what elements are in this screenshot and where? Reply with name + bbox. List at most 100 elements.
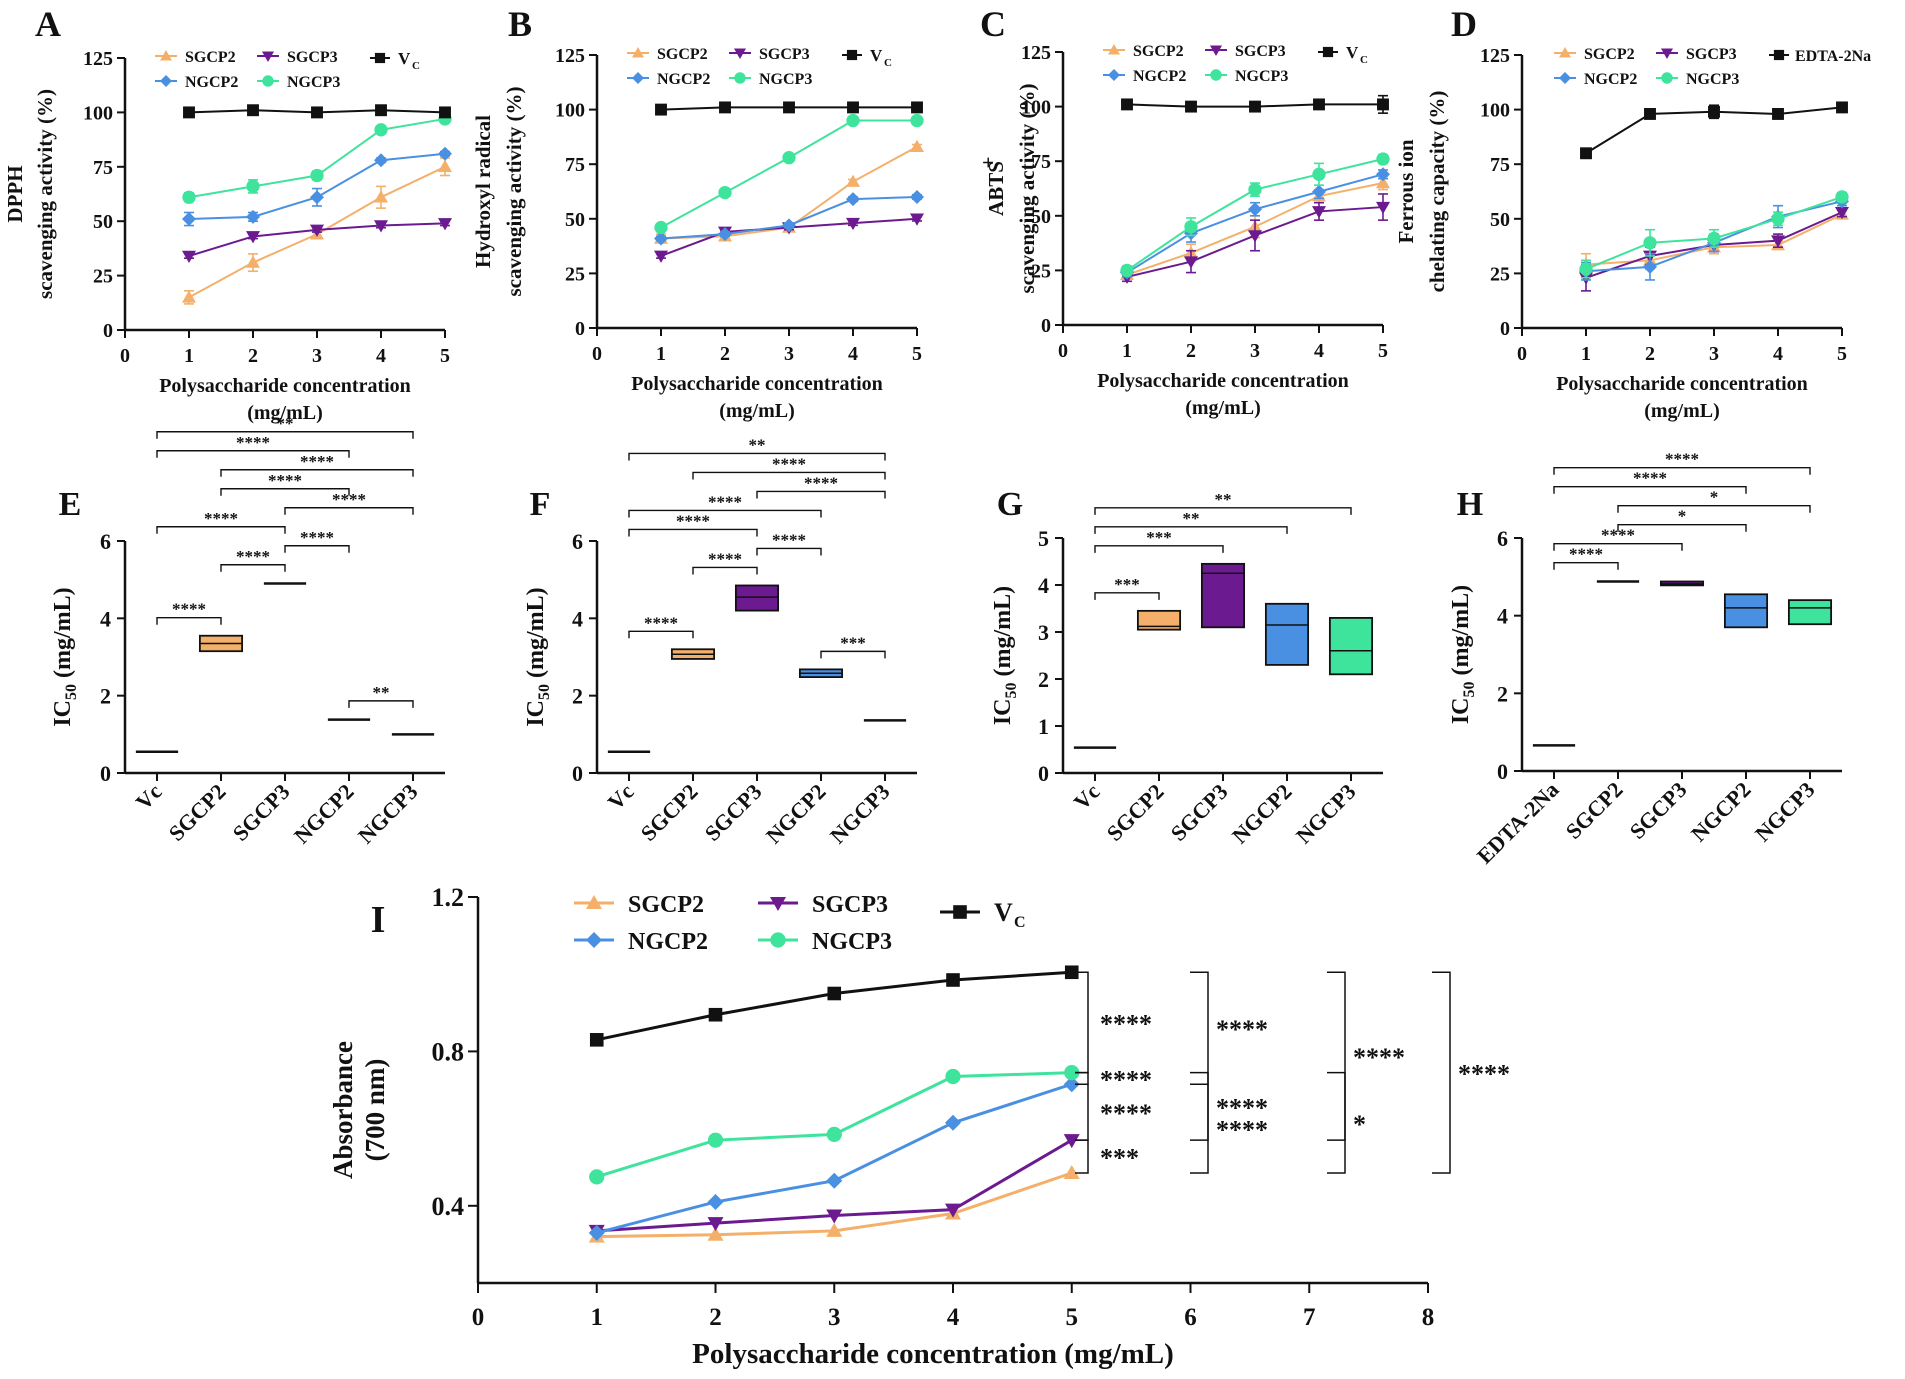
significance-label: **: [373, 683, 390, 702]
y-tick-label: 0: [575, 318, 585, 340]
category-label: SGCP2: [636, 779, 703, 846]
series-Vc: [1121, 94, 1389, 114]
series-NGCP3: [589, 1065, 1080, 1185]
panel-H: H 0 2 4 6 IC50 (mg/mL) EDTA-2NaSGCP2SGCP3NGCP2…: [1448, 450, 1842, 869]
y-tick-label: 100: [83, 102, 113, 124]
legend-label: SGCP2: [1584, 46, 1635, 63]
data-point: [310, 168, 324, 183]
y-tick-label: 2: [100, 684, 111, 709]
legend-label: NGCP3: [287, 74, 340, 91]
y-axis-label: Ferrous ion: [1394, 139, 1418, 243]
category-label: EDTA-2Na: [1472, 777, 1564, 869]
significance-label: ****: [172, 600, 206, 619]
significance-bracket: **: [156, 414, 414, 439]
y-tick-label: 100: [1480, 100, 1510, 122]
data-point: [1248, 230, 1262, 243]
data-point: [1063, 1134, 1080, 1149]
data-point: [182, 250, 196, 264]
box-NGCP3: [1787, 599, 1833, 626]
significance-bracket: **: [628, 435, 886, 461]
y-tick-label: 0.8: [432, 1037, 465, 1066]
y-axis-label: IC50 (mg/mL): [50, 587, 80, 726]
data-point: [945, 1203, 961, 1218]
data-point: [708, 1007, 723, 1022]
legend: SGCP2 SGCP3 NGCP2 NGCP3 V C: [155, 49, 420, 91]
bracket-line: [156, 526, 286, 534]
category-label: NGCP2: [761, 779, 831, 849]
legend-label-sub: C: [884, 57, 892, 69]
series-line: [596, 1071, 1072, 1179]
legend-marker: [586, 932, 602, 948]
significance-bracket: **: [1094, 509, 1288, 534]
x-tick-label: 5: [912, 343, 922, 365]
series-SGCP2: [588, 1164, 1080, 1243]
data-point: [1184, 256, 1198, 269]
legend-label: NGCP2: [1133, 68, 1186, 85]
bracket-line: [628, 509, 822, 518]
category-label: SGCP2: [1102, 779, 1169, 846]
x-tick-label: 4: [848, 343, 858, 365]
series-SGCP3: [1120, 193, 1390, 284]
bracket-line: [1190, 1071, 1209, 1141]
data-point: [1836, 101, 1848, 114]
significance-bracket: ****: [156, 600, 222, 625]
category-label: NGCP3: [353, 779, 423, 849]
significance-bracket: ****: [220, 452, 414, 477]
data-point: [182, 212, 196, 227]
y-tick-label: 2: [1497, 681, 1508, 706]
bracket-line: [156, 431, 414, 439]
data-point: [1184, 220, 1198, 234]
significance-label: ****: [708, 549, 742, 568]
y-tick-label: 25: [93, 266, 113, 288]
significance-bracket: ****: [1553, 469, 1747, 494]
series-Vc: [589, 965, 1079, 1047]
y-tick-label: 0: [103, 320, 113, 342]
significance-bracket: ***: [1075, 1139, 1139, 1174]
data-point: [1643, 236, 1657, 250]
significance-label: ****: [1665, 450, 1699, 469]
significance-label: ****: [300, 528, 334, 547]
significance-bracket: ****: [1553, 526, 1683, 551]
significance-label: *: [1710, 488, 1719, 507]
significance-bracket: ****: [1190, 971, 1268, 1085]
data-point: [1248, 202, 1262, 217]
y-tick-label: 6: [100, 529, 111, 554]
legend-label: SGCP2: [657, 46, 708, 63]
legend-label: NGCP3: [759, 71, 812, 88]
x-tick-label: 4: [1314, 340, 1324, 362]
bracket-line: [692, 471, 886, 480]
legend-marker: [1108, 44, 1120, 55]
bracket-line: [220, 564, 286, 572]
legend-marker: [1661, 48, 1673, 59]
data-point: [246, 209, 260, 224]
significance-bracket: ****: [1553, 450, 1811, 475]
panel-A: A 0 25 50 75 100 125 0 1 2 3 4 5 Polysaccharide conce…: [3, 4, 452, 424]
bracket-line: [1553, 543, 1683, 551]
category-label: Vc: [1069, 779, 1105, 815]
legend-marker: [1773, 49, 1785, 61]
significance-label: ****: [236, 433, 270, 452]
significance-bracket: *: [1327, 1071, 1366, 1174]
significance-label: ****: [204, 509, 238, 528]
series-NGCP3: [1579, 190, 1849, 279]
data-point: [1644, 108, 1656, 120]
bracket-line: [1617, 505, 1811, 513]
bracket-line: [1094, 592, 1160, 600]
significance-bracket: *: [1617, 488, 1811, 513]
bracket-line: [1094, 545, 1224, 553]
bracket-line: [1094, 526, 1288, 534]
data-point: [310, 224, 324, 237]
category-label: SGCP3: [700, 779, 767, 846]
legend-label: NGCP2: [185, 74, 238, 91]
data-point: [782, 218, 796, 233]
y-tick-label: 0: [1497, 759, 1508, 784]
data-point: [782, 150, 796, 165]
box-NGCP2: [1723, 593, 1769, 629]
legend: SGCP2 SGCP3 NGCP2 NGCP3 V C: [574, 892, 1026, 955]
significance-bracket: ****: [156, 509, 286, 534]
bracket-line: [1553, 562, 1619, 570]
legend-marker: [586, 895, 602, 909]
y-tick-label: 4: [1497, 604, 1508, 629]
category-label: NGCP2: [1686, 777, 1756, 847]
legend-label: SGCP3: [1235, 43, 1286, 60]
